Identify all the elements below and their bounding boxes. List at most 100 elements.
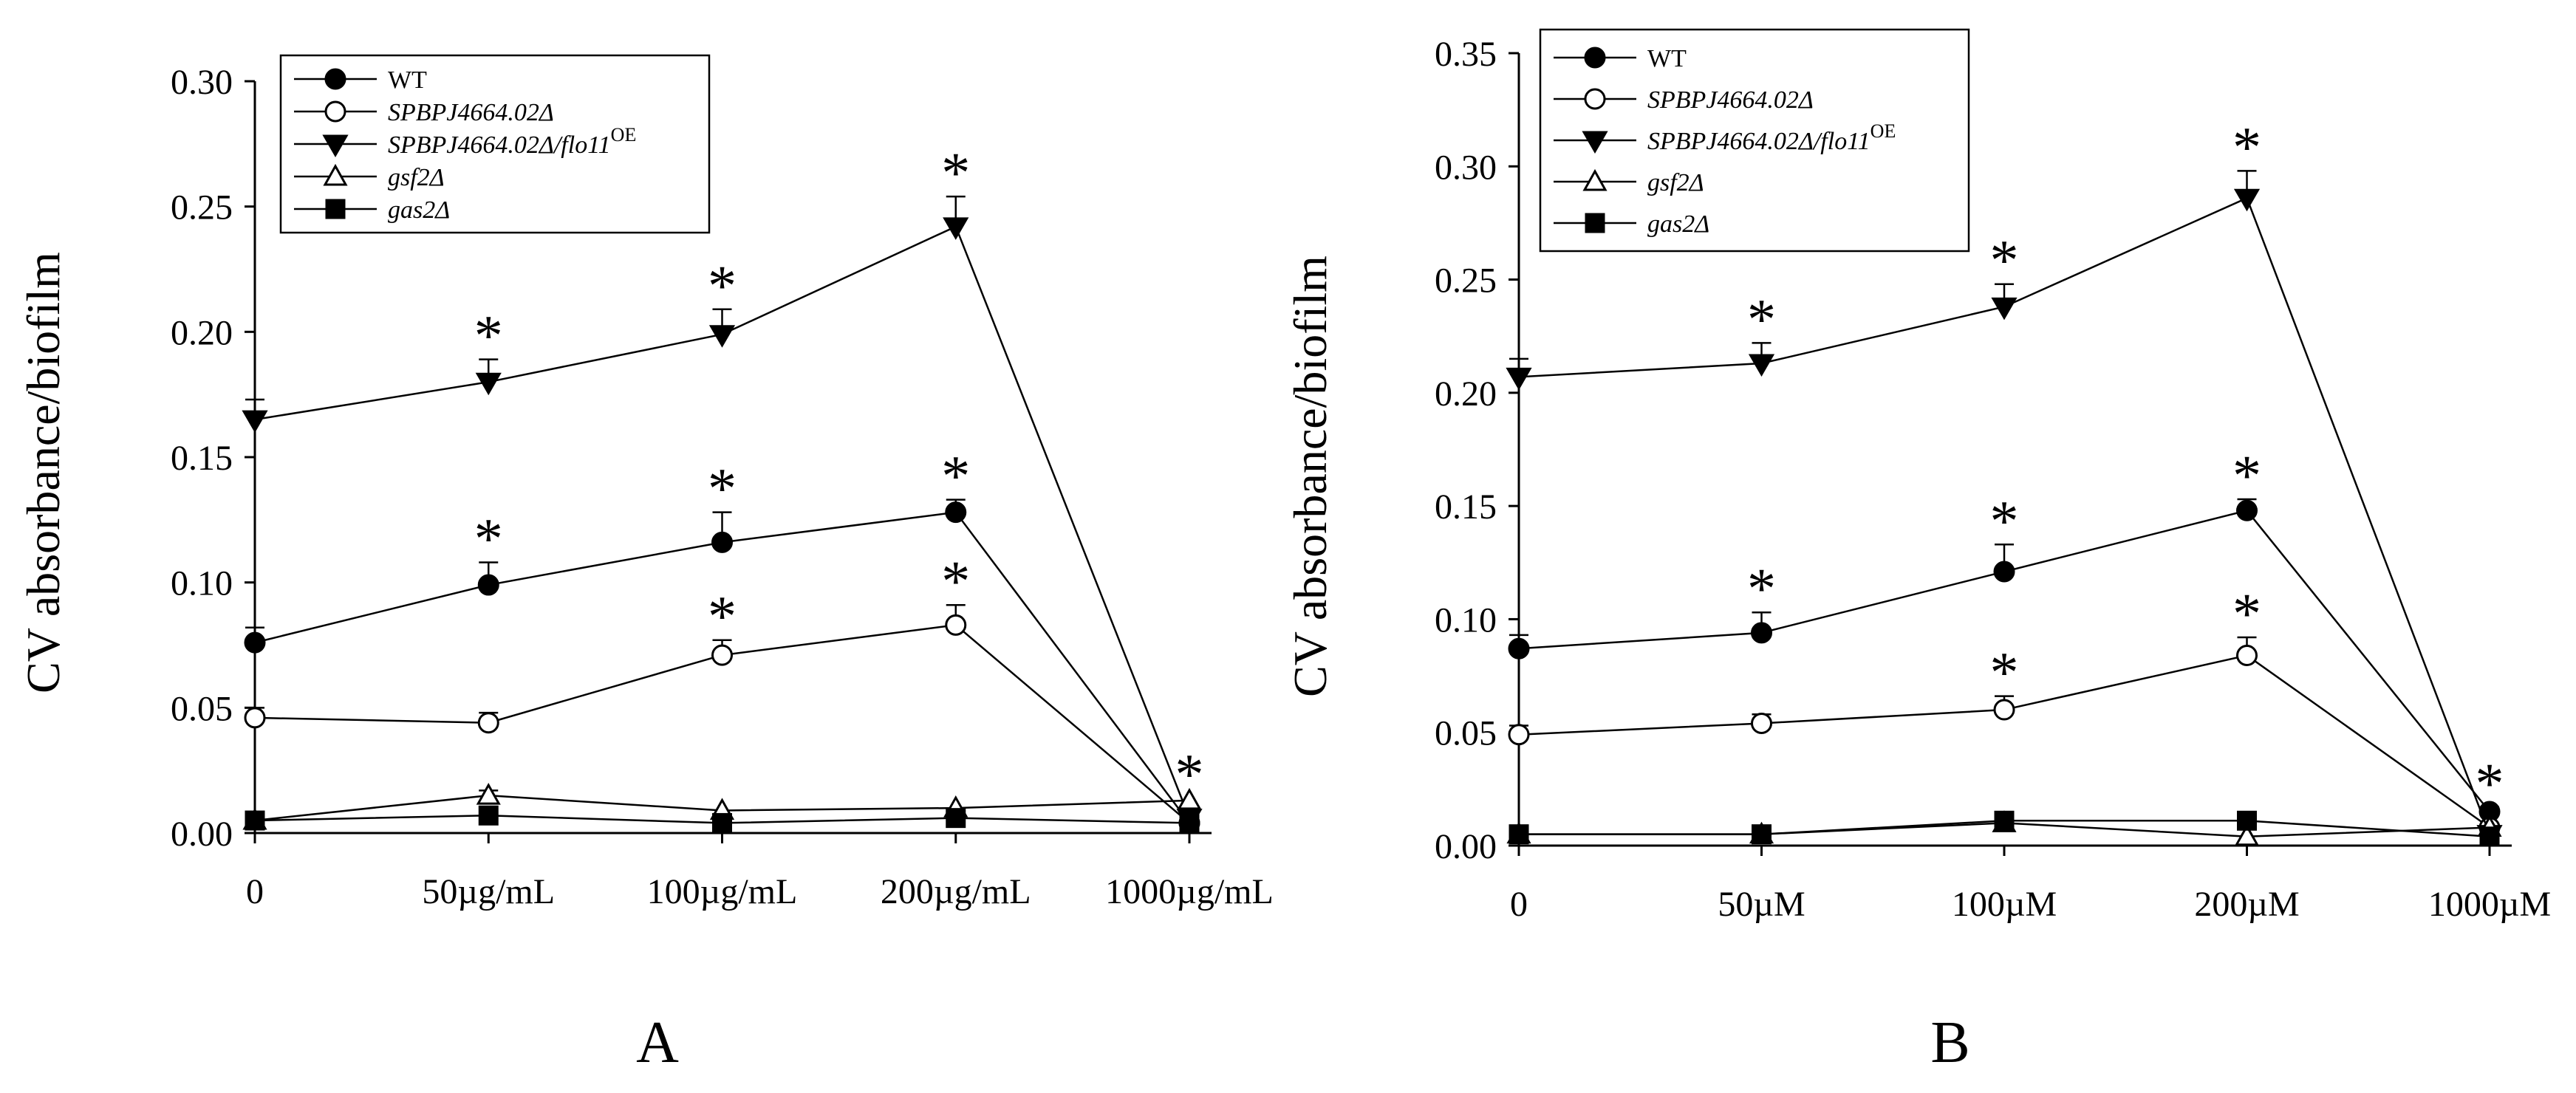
data-point bbox=[245, 810, 265, 831]
legend-label: gas2Δ bbox=[388, 196, 450, 224]
legend-label: SPBPJ4664.02Δ/flo11OE bbox=[388, 124, 636, 159]
y-tick-label: 0.05 bbox=[171, 689, 233, 728]
significance-star: * bbox=[1990, 640, 2019, 705]
x-tick-label: 1000µg/mL bbox=[1105, 872, 1274, 911]
significance-star: * bbox=[708, 584, 737, 648]
significance-star: * bbox=[1747, 287, 1776, 351]
legend-item-spbpj4664-02: SPBPJ4664.02Δ bbox=[294, 99, 554, 126]
y-tick-label: 0.20 bbox=[171, 313, 233, 352]
data-point bbox=[711, 531, 733, 553]
data-point bbox=[1752, 824, 1772, 845]
y-tick-label: 0.30 bbox=[171, 63, 233, 102]
legend-item-gas2: gas2Δ bbox=[294, 196, 450, 224]
significance-star: * bbox=[474, 507, 503, 571]
data-point bbox=[478, 805, 499, 826]
legend-item-wt: WT bbox=[294, 66, 427, 94]
significance-star: * bbox=[474, 304, 503, 368]
legend-marker bbox=[323, 163, 348, 186]
series-gas2 bbox=[245, 805, 1200, 833]
data-point bbox=[1509, 824, 1529, 845]
data-point bbox=[943, 217, 969, 240]
y-tick-label: 0.25 bbox=[171, 188, 233, 227]
data-point bbox=[244, 707, 266, 729]
significance-star: * bbox=[941, 549, 970, 613]
data-point bbox=[946, 808, 966, 829]
x-tick-label: 0 bbox=[246, 872, 264, 911]
x-tick-label: 1000µM bbox=[2428, 885, 2551, 924]
significance-star: * bbox=[941, 140, 970, 205]
series-gas2 bbox=[1509, 810, 2500, 847]
data-point bbox=[242, 410, 268, 434]
data-point bbox=[477, 574, 499, 596]
legend-item-spbpj4664-02-flo11oe: SPBPJ4664.02Δ/flo11OE bbox=[294, 124, 636, 159]
data-point bbox=[712, 812, 732, 833]
legend-item-gas2: gas2Δ bbox=[1554, 210, 1709, 238]
data-point bbox=[1993, 699, 2015, 721]
data-point bbox=[1179, 812, 1200, 833]
x-tick-label: 200µg/mL bbox=[881, 872, 1031, 911]
y-tick-label: 0.20 bbox=[1435, 374, 1497, 414]
legend-item-gsf2: gsf2Δ bbox=[294, 163, 445, 191]
legend-label: SPBPJ4664.02Δ bbox=[1647, 86, 1814, 114]
significance-star: * bbox=[1747, 556, 1776, 620]
legend-marker bbox=[1584, 88, 1606, 110]
legend-marker bbox=[322, 134, 349, 158]
series-spbpj4664-02-flo11oe: * * * bbox=[1506, 114, 2503, 848]
legend-label: SPBPJ4664.02Δ bbox=[388, 99, 554, 126]
legend-marker bbox=[324, 100, 346, 123]
significance-star: * bbox=[1990, 488, 2019, 552]
y-tick-label: 0.25 bbox=[1435, 261, 1497, 301]
y-tick-label: 0.15 bbox=[1435, 487, 1497, 527]
data-point bbox=[1991, 297, 2018, 321]
series-wt: * * * * bbox=[1508, 443, 2504, 823]
data-point bbox=[1506, 367, 1532, 391]
data-point bbox=[711, 644, 733, 666]
significance-star: * bbox=[941, 444, 970, 508]
y-tick-label: 0.30 bbox=[1435, 148, 1497, 187]
data-point bbox=[945, 501, 967, 524]
legend-label: WT bbox=[388, 66, 427, 94]
panel-label-a: A bbox=[636, 1010, 679, 1075]
data-point bbox=[2236, 644, 2258, 666]
y-tick-label: 0.00 bbox=[1435, 827, 1497, 866]
significance-star: * bbox=[1175, 741, 1204, 806]
series-spbpj4664-02-flo11oe: * * * bbox=[242, 140, 1203, 832]
y-tick-label: 0.35 bbox=[1435, 35, 1497, 74]
y-tick-label: 0.15 bbox=[171, 439, 233, 478]
x-tick-label: 100µg/mL bbox=[647, 872, 798, 911]
y-axis-label: CV absorbance/biofilm bbox=[1284, 256, 1336, 697]
x-tick-label: 50µM bbox=[1718, 885, 1805, 924]
data-point bbox=[2237, 810, 2257, 831]
data-point bbox=[2234, 823, 2260, 846]
legend-item-wt: WT bbox=[1554, 45, 1687, 72]
legend: WTSPBPJ4664.02ΔSPBPJ4664.02Δ/flo11OEgsf2… bbox=[1539, 28, 1970, 253]
data-point bbox=[1177, 787, 1202, 810]
significance-star: * bbox=[2232, 114, 2261, 179]
series-line bbox=[254, 511, 1190, 824]
significance-star: * bbox=[2232, 581, 2261, 645]
data-point bbox=[1508, 637, 1530, 659]
panel-a-chart: 0.00 0.05 0.10 0.15 0.20 0.25 0.30 0 50µg/mL 100µ… bbox=[17, 54, 1274, 911]
data-point bbox=[477, 712, 499, 734]
x-tick-label: 100µM bbox=[1952, 885, 2057, 924]
data-point bbox=[1993, 561, 2015, 583]
legend-label: gas2Δ bbox=[1647, 210, 1709, 238]
data-point bbox=[244, 631, 266, 654]
data-point bbox=[1994, 810, 2015, 831]
data-point bbox=[476, 783, 501, 805]
data-point bbox=[1508, 724, 1530, 746]
legend-marker bbox=[1582, 168, 1608, 191]
data-point bbox=[1748, 354, 1775, 377]
legend-marker bbox=[1584, 47, 1606, 69]
significance-star: * bbox=[708, 456, 737, 521]
data-point bbox=[2236, 499, 2258, 521]
data-point bbox=[1751, 622, 1772, 644]
y-axis-label: CV absorbance/biofilm bbox=[17, 252, 69, 693]
significance-star: * bbox=[708, 253, 737, 318]
legend-item-spbpj4664-02: SPBPJ4664.02Δ bbox=[1554, 86, 1814, 114]
legend-label: gsf2Δ bbox=[1647, 169, 1704, 196]
data-point bbox=[945, 614, 967, 636]
legend-marker bbox=[1585, 213, 1605, 233]
